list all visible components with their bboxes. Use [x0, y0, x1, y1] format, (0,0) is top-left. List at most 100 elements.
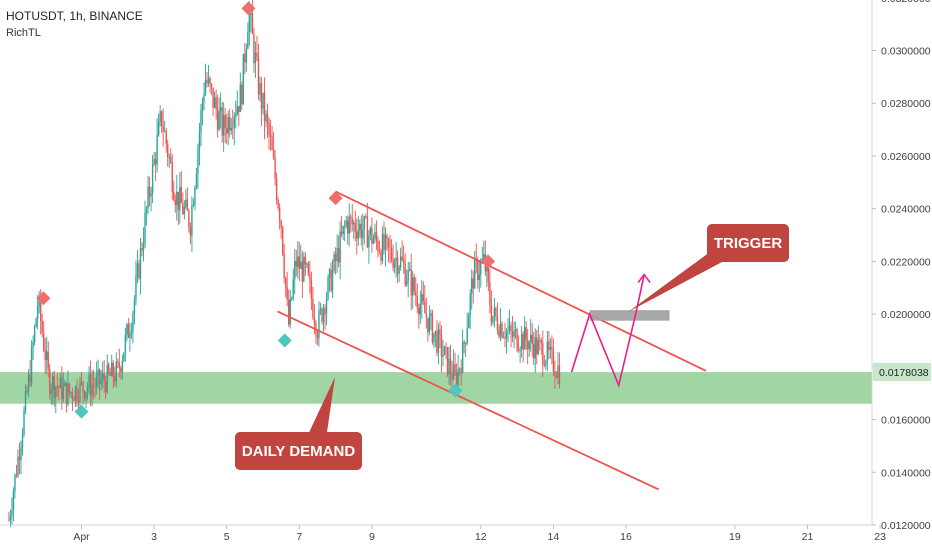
candle-body [70, 392, 72, 393]
candle-body [209, 78, 211, 85]
candle-body [129, 334, 131, 338]
candle-body [339, 231, 341, 263]
candle-body [257, 56, 260, 95]
candle-body [18, 456, 21, 460]
candle-body [212, 87, 214, 108]
candle-body [540, 340, 542, 344]
candle-body [343, 225, 346, 227]
candle-body [461, 342, 464, 373]
candle-body [100, 380, 102, 385]
candle-body [233, 116, 235, 128]
candle-body [395, 257, 397, 262]
candle-body [375, 232, 378, 241]
candle-body [180, 187, 183, 204]
candle-body [413, 277, 415, 292]
candle-body [519, 349, 521, 351]
last-price-badge [873, 363, 931, 381]
candle-body [147, 186, 149, 209]
candle-body [275, 178, 278, 200]
candle-body [321, 308, 323, 322]
candle-body [407, 270, 409, 282]
candle-body [224, 115, 226, 129]
candle-body [378, 251, 381, 253]
pivot-low-marker [277, 333, 292, 348]
candle-body [36, 306, 39, 319]
candle-body [222, 115, 225, 136]
candle-body [265, 113, 267, 122]
candle-body [32, 341, 34, 348]
candle-body [422, 294, 425, 302]
candle-body [313, 317, 316, 324]
candle-body [216, 109, 219, 130]
price-axis[interactable]: 0.01200000.01400000.01600000.01800000.02… [871, 0, 931, 532]
candle-body [86, 387, 89, 393]
candle-body [35, 318, 37, 327]
candle-body [68, 383, 71, 393]
candle-body [340, 231, 343, 235]
candle-body [472, 278, 474, 289]
candle-body [182, 203, 184, 215]
candle-body [558, 365, 561, 384]
candle-body [111, 362, 113, 376]
candle-body [445, 346, 447, 348]
candle-body [195, 173, 198, 188]
candle-body [174, 199, 176, 206]
candle-body [76, 386, 78, 401]
candle-body [300, 261, 302, 269]
candle-body [79, 381, 81, 403]
pivot-low-marker [448, 383, 463, 398]
candle-body [554, 371, 556, 376]
candle-body [390, 248, 393, 260]
candle-body [401, 256, 403, 260]
candle-body [56, 386, 58, 388]
candle-body [239, 84, 242, 113]
candle-body [539, 340, 541, 341]
candle-body [58, 387, 60, 389]
candle-body [360, 223, 363, 239]
candle-body [354, 222, 356, 233]
candle-body [106, 364, 108, 392]
daily-demand-zone [0, 372, 873, 404]
candle-body [387, 238, 390, 248]
symbol-title[interactable]: HOTUSDT, 1h, BINANCE [6, 9, 143, 23]
candle-body [188, 210, 190, 227]
candle-body [471, 278, 473, 294]
candle-body [537, 340, 539, 355]
candle-body [91, 384, 93, 396]
trigger-label-box [707, 224, 789, 262]
candle-body [517, 349, 520, 351]
candle-body [466, 328, 468, 344]
candle-body [157, 121, 160, 136]
candle-body [278, 207, 281, 222]
candle-body [357, 229, 359, 239]
resistance-trendline [335, 190, 707, 372]
candle-body [304, 256, 307, 265]
y-tick-label: 0.0200000 [881, 309, 931, 321]
candle-body [345, 220, 347, 226]
candle-body [98, 369, 101, 385]
time-axis[interactable]: Apr 3 5 7 9 12 14 16 19 21 23 [0, 524, 886, 543]
candle-body [442, 355, 444, 357]
candle-body [142, 243, 145, 251]
candle-body [105, 381, 107, 392]
candle-body [510, 325, 512, 332]
candle-body [514, 329, 517, 331]
candle-body [434, 330, 437, 333]
candle-body [516, 329, 518, 350]
indicator-label[interactable]: RichTL [6, 27, 41, 39]
candle-body [439, 329, 441, 335]
candle-body [191, 205, 193, 236]
candle-body [452, 364, 455, 380]
candle-body [469, 293, 471, 316]
candle-body [530, 334, 532, 342]
candle-body [533, 344, 535, 359]
candle-body [201, 102, 204, 111]
candle-body [207, 78, 210, 84]
y-tick-label: 0.0120000 [881, 520, 931, 532]
candle-body [135, 276, 137, 299]
candle-body [347, 220, 349, 234]
candle-body [227, 116, 229, 134]
candle-body [496, 316, 499, 331]
candle-body [303, 256, 305, 282]
